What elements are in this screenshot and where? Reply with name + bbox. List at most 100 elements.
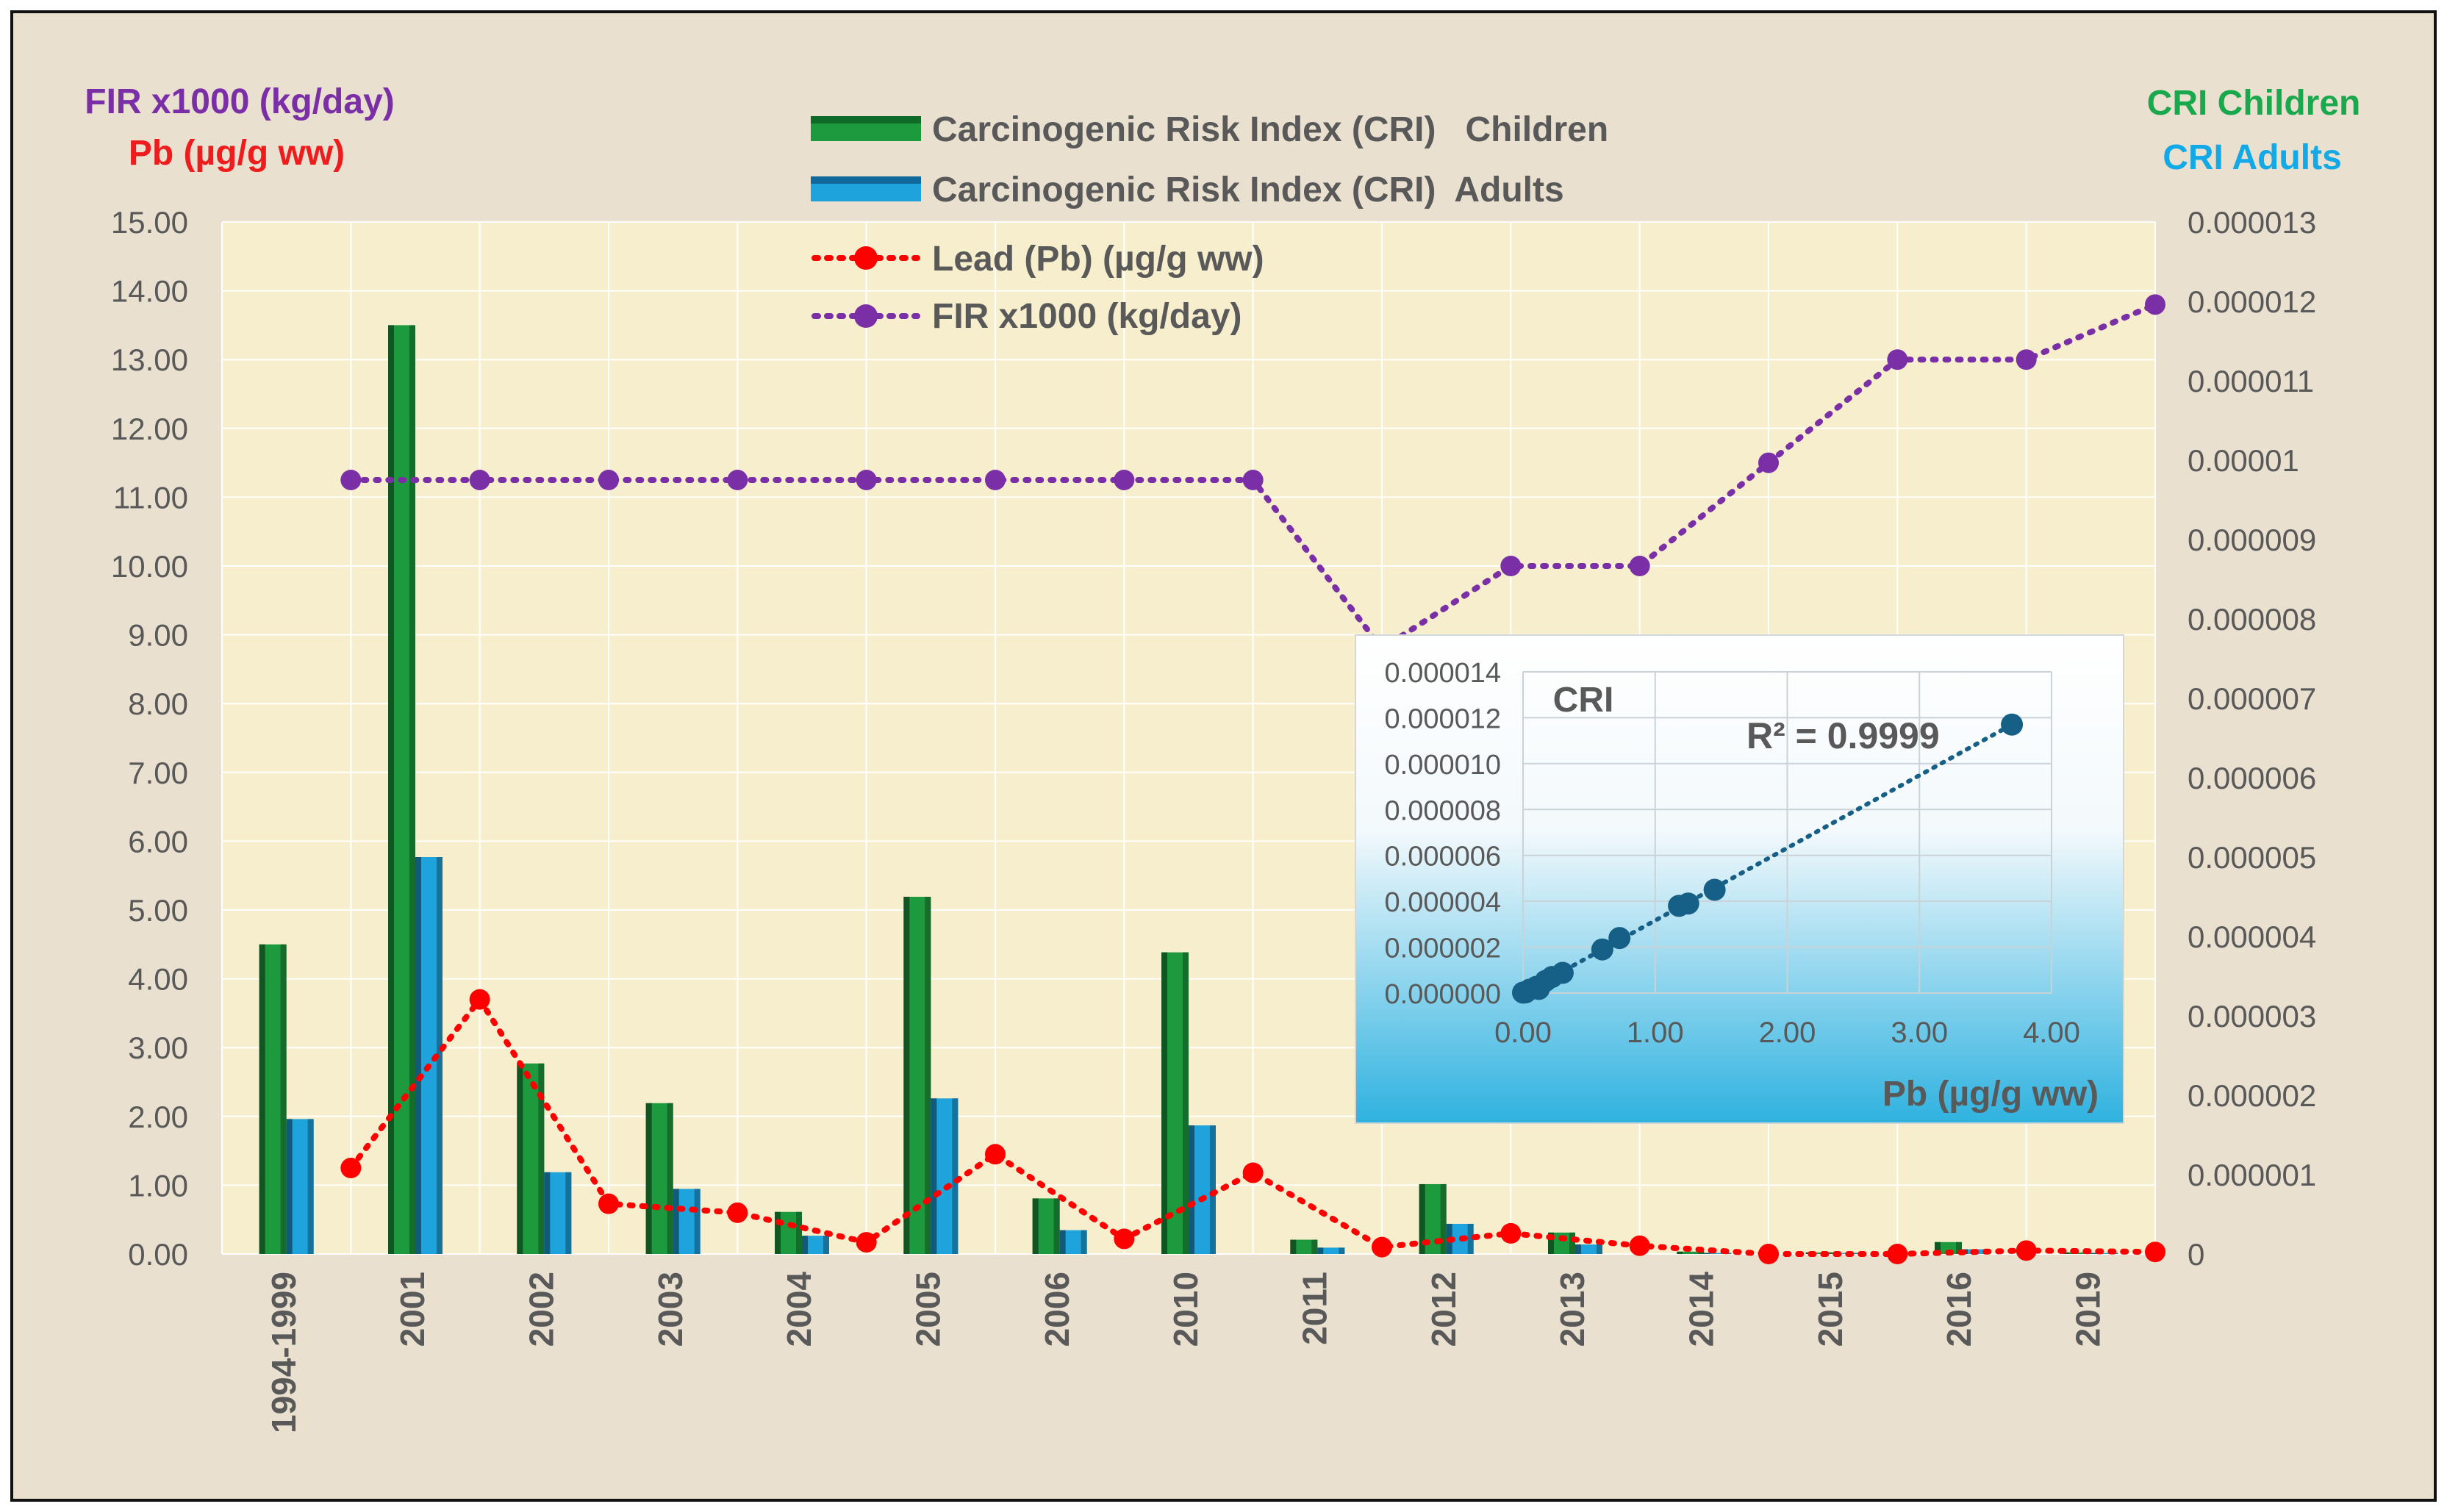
point-lead [1887, 1244, 1908, 1264]
category-labels: 1994-1999 2001 2002 2003 2004 2005 2006 2010 201… [265, 1272, 2107, 1433]
inset-gridlines [1522, 671, 2052, 994]
inset-x-axis-title: Pb (µg/g ww) [1882, 1075, 2099, 1114]
left-axis-tick-label: 15.00 [111, 205, 188, 240]
inset-point [1551, 961, 1574, 984]
bar-cri-adults-shade [1704, 1253, 1710, 1254]
inset-y-tick-label: 0.000008 [1385, 795, 1502, 826]
inset-trendline [1521, 722, 2015, 995]
legend-item-cri-adults: Carcinogenic Risk Index (CRI) Adults [811, 171, 1564, 209]
category-label: 2011 [1295, 1272, 1333, 1345]
right-axis-ticks: 0 0.000001 0.000002 0.000003 0.000004 0.00000… [2188, 205, 2316, 1272]
bar-cri-children-edge [1569, 1232, 1575, 1254]
inset-chart: 0.000000 0.000002 0.000004 0.000006 0.000008… [1355, 634, 2124, 1124]
bar-cri-adults-shade [1575, 1244, 1581, 1254]
bar-cri-children-shade [1419, 1183, 1425, 1254]
inset-point [1677, 892, 1699, 915]
point-lead [2145, 1242, 2165, 1263]
legend-item-fir: FIR x1000 (kg/day) [812, 297, 1242, 336]
chart: FIR x1000 (kg/day) Pb (µg/g ww) CRI Chil… [85, 82, 2360, 1433]
right-axis-tick-label: 0.000012 [2188, 284, 2316, 319]
bar-cri-adults [1575, 1244, 1602, 1254]
inset-y-tick-label: 0.000006 [1385, 842, 1502, 873]
inset-x-tick-label: 3.00 [1891, 1017, 1948, 1049]
legend-label-lead: Lead (Pb) (µg/g ww) [932, 240, 1264, 279]
inset-background [1355, 634, 2124, 1124]
left-axis-tick-label: 7.00 [128, 756, 188, 790]
legend-marker-lead [854, 246, 878, 270]
point-fir [985, 470, 1006, 490]
bar-cri-adults-edge [1210, 1125, 1216, 1254]
category-label: 2002 [522, 1272, 560, 1347]
point-lead [1242, 1162, 1264, 1183]
left-axis-tick-label: 6.00 [128, 824, 188, 859]
right-axis-tick-label: 0.000005 [2188, 840, 2316, 875]
bar-cri-children-shade [645, 1103, 652, 1254]
bar-cri-children-edge [1698, 1251, 1705, 1254]
bar-cri-children-shade [1032, 1198, 1039, 1254]
point-fir [1887, 349, 1908, 370]
left-axis-tick-label: 1.00 [128, 1168, 188, 1203]
point-fir [1500, 556, 1522, 576]
bar-cri-children-shade [1290, 1239, 1297, 1254]
bar-cri-children [1290, 1239, 1318, 1254]
point-lead [727, 1202, 748, 1223]
bar-cri-adults [1317, 1247, 1345, 1254]
left-axis-tick-label: 8.00 [128, 687, 188, 721]
left-axis-tick-label: 0.00 [128, 1237, 188, 1272]
bar-cri-adults-shade [1059, 1230, 1066, 1254]
bar-cri-adults-edge [1854, 1253, 1860, 1254]
inset-y-axis-ticks: 0.000000 0.000002 0.000004 0.000006 0.000008… [1385, 658, 1502, 1010]
bar-cri-children [1677, 1251, 1705, 1254]
left-axis-tick-label: 2.00 [128, 1100, 188, 1134]
inset-y-tick-label: 0.000002 [1385, 934, 1502, 964]
left-axis-tick-label: 11.00 [113, 480, 188, 515]
legend-label-fir: FIR x1000 (kg/day) [932, 297, 1242, 336]
left-axis-tick-label: 10.00 [111, 549, 188, 584]
bar-cri-adults-edge [1467, 1223, 1474, 1254]
legend-swatch-cri-adults-shade [811, 176, 921, 184]
bar-cri-children-edge [280, 944, 287, 1254]
category-label: 2006 [1038, 1272, 1076, 1347]
point-lead [1629, 1235, 1650, 1256]
category-label: 2016 [1940, 1272, 1978, 1347]
inset-y-tick-label: 0.000014 [1385, 658, 1502, 689]
bar-cri-children-edge [925, 897, 931, 1254]
left-axis-tick-label: 14.00 [111, 274, 188, 309]
bar-cri-children-shade [2063, 1252, 2070, 1254]
point-fir [340, 470, 362, 490]
bar-cri-children-edge [409, 325, 415, 1254]
legend-label-cri-adults: Carcinogenic Risk Index (CRI) Adults [932, 171, 1564, 209]
bar-cri-adults-shade [1189, 1125, 1194, 1254]
bar-cri-adults-shade [673, 1189, 679, 1254]
point-lead [598, 1193, 619, 1214]
right-axis-tick-label: 0.000011 [2188, 364, 2314, 398]
lines [340, 294, 2165, 1264]
bar-cri-children-shade [1935, 1242, 1941, 1254]
bar-cri-adults-shade [415, 857, 421, 1254]
bar-cri-adults-edge [694, 1189, 701, 1254]
bar-cri-children-edge [796, 1211, 802, 1254]
category-label: 2013 [1553, 1272, 1591, 1347]
left-axis-tick-label: 13.00 [111, 343, 188, 377]
point-fir [2016, 349, 2037, 370]
left-axis-tick-label: 3.00 [128, 1031, 188, 1065]
right-axis-title-cri-adults: CRI Adults [2163, 138, 2342, 177]
point-lead [1372, 1236, 1392, 1258]
bar-cri-adults-edge [437, 857, 443, 1254]
bar-cri-adults-shade [544, 1172, 551, 1254]
right-axis-tick-label: 0.00001 [2188, 443, 2299, 478]
bar-cri-adults-shade [802, 1236, 808, 1254]
right-axis-tick-label: 0.000002 [2188, 1078, 2316, 1113]
category-label: 2014 [1682, 1272, 1720, 1347]
bar-cri-children-shade [259, 944, 265, 1254]
point-fir [598, 470, 619, 490]
inset-point [2001, 713, 2024, 736]
right-axis-tick-label: 0.000008 [2188, 602, 2316, 637]
left-axis-ticks: 0.00 1.00 2.00 3.00 4.00 5.00 6.00 7.00 8.00 9.00… [111, 205, 188, 1272]
point-fir [1629, 556, 1650, 576]
bar-cri-adults-edge [1725, 1253, 1732, 1254]
bar-cri-adults-edge [307, 1119, 314, 1254]
bar-cri-adults-shade [931, 1098, 937, 1254]
right-axis-tick-label: 0.000007 [2188, 681, 2316, 716]
bar-cri-children-edge [667, 1103, 673, 1254]
